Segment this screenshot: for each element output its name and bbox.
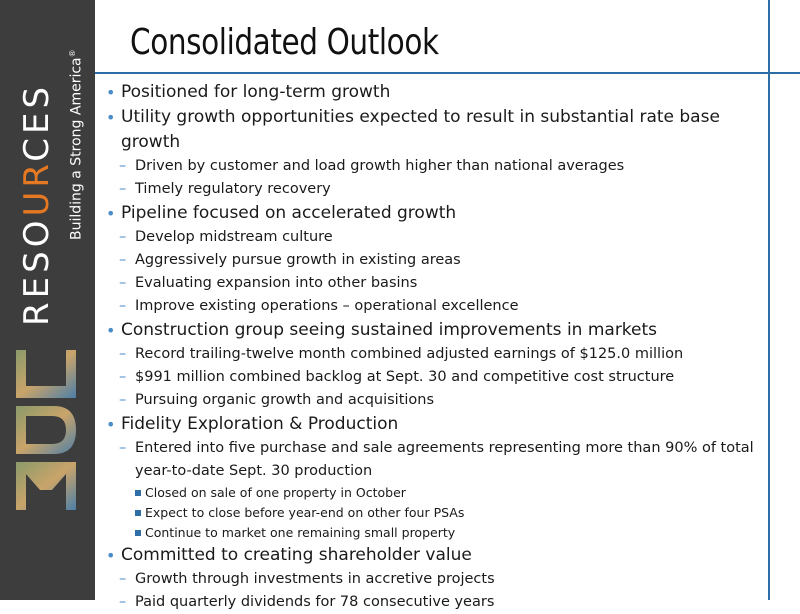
bullet-section: Fidelity Exploration & Production Entere… bbox=[105, 412, 760, 543]
tagline-text: Building a Strong America bbox=[68, 57, 85, 240]
brand-tagline: Building a Strong America® bbox=[68, 49, 88, 240]
bullet-level-3: Expect to close before year-end on other… bbox=[105, 503, 760, 523]
bullet-level-1: Pipeline focused on accelerated growth bbox=[105, 201, 760, 226]
bullet-list: Positioned for long-term growth Utility … bbox=[105, 80, 760, 614]
brand-wordmark: RESOURCES bbox=[17, 83, 57, 326]
bullet-level-2-group: Entered into five purchase and sale agre… bbox=[105, 437, 760, 543]
slide-title: Consolidated Outlook bbox=[130, 22, 439, 63]
bullet-level-1: Fidelity Exploration & Production bbox=[105, 412, 760, 437]
bullet-section: Construction group seeing sustained impr… bbox=[105, 318, 760, 412]
bullet-section: Positioned for long-term growth bbox=[105, 80, 760, 105]
bullet-level-2: Entered into five purchase and sale agre… bbox=[105, 437, 760, 483]
bullet-level-1: Utility growth opportunities expected to… bbox=[105, 105, 760, 155]
bullet-level-2: Record trailing-twelve month combined ad… bbox=[105, 343, 760, 366]
bullet-level-2: Aggressively pursue growth in existing a… bbox=[105, 249, 760, 272]
wordmark-accent: UR bbox=[17, 161, 57, 217]
registered-mark: ® bbox=[68, 49, 77, 58]
bullet-level-2: Driven by customer and load growth highe… bbox=[105, 155, 760, 178]
bullet-level-1: Committed to creating shareholder value bbox=[105, 543, 760, 568]
bullet-level-2: Develop midstream culture bbox=[105, 226, 760, 249]
bullet-level-1: Construction group seeing sustained impr… bbox=[105, 318, 760, 343]
bullet-level-3: Continue to market one remaining small p… bbox=[105, 523, 760, 543]
brand-sidebar: Building a Strong America® RESOURCES bbox=[0, 0, 95, 600]
bullet-level-3: Closed on sale of one property in Octobe… bbox=[105, 483, 760, 503]
wordmark-post: CES bbox=[17, 82, 57, 162]
bullet-section: Pipeline focused on accelerated growth D… bbox=[105, 201, 760, 318]
right-rule bbox=[768, 0, 770, 600]
bullet-level-2: $991 million combined backlog at Sept. 3… bbox=[105, 366, 760, 389]
bullet-level-2: Growth through investments in accretive … bbox=[105, 568, 760, 591]
bullet-section: Utility growth opportunities expected to… bbox=[105, 105, 760, 201]
bullet-level-2: Pursuing organic growth and acquisitions bbox=[105, 389, 760, 412]
bullet-level-2: Paid quarterly dividends for 78 consecut… bbox=[105, 591, 760, 614]
bullet-section: Committed to creating shareholder value … bbox=[105, 543, 760, 614]
bullet-level-2: Timely regulatory recovery bbox=[105, 178, 760, 201]
bullet-level-2: Evaluating expansion into other basins bbox=[105, 272, 760, 295]
title-divider bbox=[95, 72, 800, 74]
bullet-level-2: Improve existing operations – operationa… bbox=[105, 295, 760, 318]
bullet-level-1: Positioned for long-term growth bbox=[105, 80, 760, 105]
mdu-logo-icon bbox=[16, 350, 76, 510]
wordmark-pre: RESO bbox=[17, 216, 57, 326]
